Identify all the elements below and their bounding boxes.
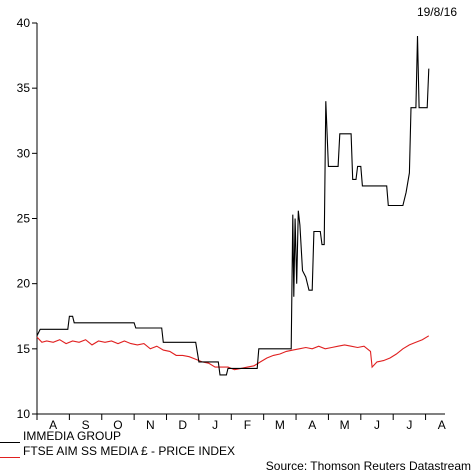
legend-label-ftse: FTSE AIM SS MEDIA £ - PRICE INDEX [23,444,236,458]
y-tick-label: 35 [17,81,31,95]
series-line-ftse [36,335,430,371]
legend-swatch-black [0,442,20,443]
x-tick-label: N [146,418,155,432]
legend-swatch-red [0,457,20,458]
x-tick-label: M [275,418,285,432]
y-tick-label: 25 [17,212,31,226]
source-label: Source: Thomson Reuters Datastream [265,459,471,473]
series-lines [36,35,430,376]
x-tick-label: J [374,418,380,432]
legend-label-immedia: IMMEDIA GROUP [23,429,122,443]
date-label: 19/8/16 [416,5,457,19]
y-axis-ticks: 10 15 20 25 30 35 40 [17,16,37,421]
x-tick-label: M [340,418,350,432]
x-tick-label: S [82,418,90,432]
x-tick-label: A [308,418,316,432]
x-tick-label: J [212,418,218,432]
y-tick-label: 40 [17,16,31,30]
chart-axes [36,23,445,415]
x-tick-label: A [49,418,57,432]
x-tick-label: J [406,418,412,432]
y-tick-label: 15 [17,342,31,356]
series-line-immedia [36,35,430,376]
y-tick-label: 20 [17,277,31,291]
x-tick-label: O [113,418,122,432]
x-tick-label: D [178,418,187,432]
y-tick-label: 30 [17,146,31,160]
x-tick-label: F [244,418,251,432]
y-tick-label: 10 [17,407,31,421]
x-tick-label: A [438,418,446,432]
